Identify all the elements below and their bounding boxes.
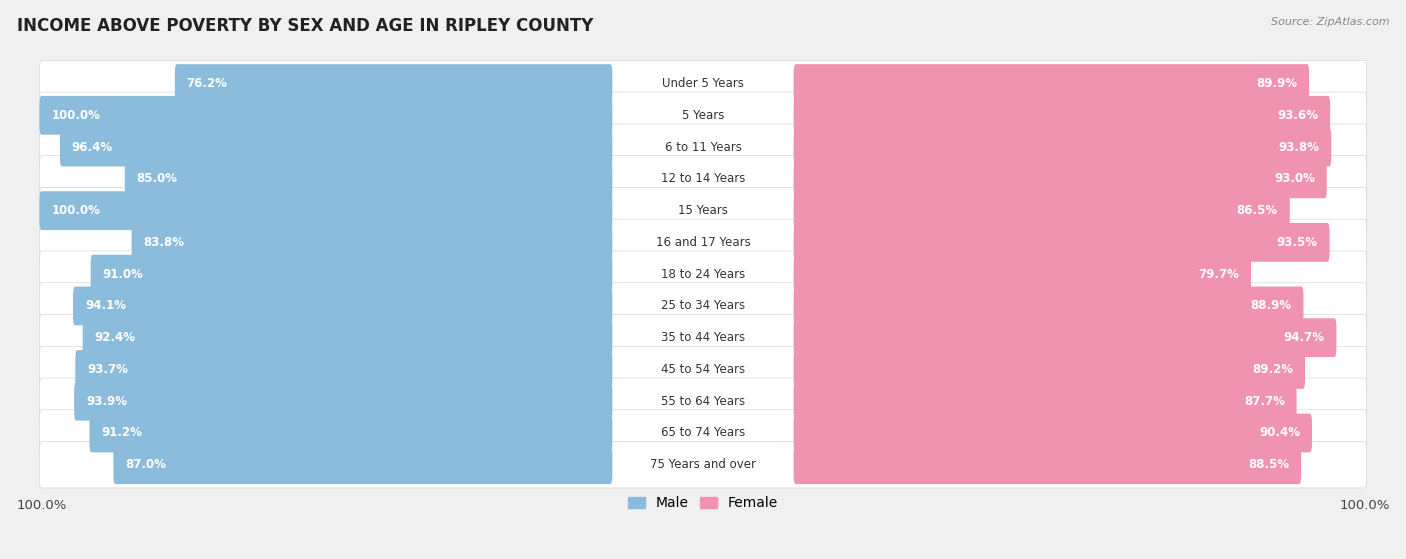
Text: Source: ZipAtlas.com: Source: ZipAtlas.com [1271, 17, 1389, 27]
FancyBboxPatch shape [793, 64, 1309, 103]
FancyBboxPatch shape [90, 255, 613, 293]
Text: 76.2%: 76.2% [187, 77, 228, 90]
FancyBboxPatch shape [76, 350, 613, 389]
FancyBboxPatch shape [39, 410, 1367, 456]
Text: 93.6%: 93.6% [1277, 109, 1319, 122]
Text: 96.4%: 96.4% [72, 140, 112, 154]
Text: 90.4%: 90.4% [1258, 427, 1301, 439]
FancyBboxPatch shape [174, 64, 613, 103]
Text: 89.9%: 89.9% [1256, 77, 1298, 90]
Text: 93.7%: 93.7% [87, 363, 128, 376]
Text: 86.5%: 86.5% [1237, 204, 1278, 217]
FancyBboxPatch shape [39, 60, 1367, 107]
Legend: Male, Female: Male, Female [623, 491, 783, 516]
FancyBboxPatch shape [39, 378, 1367, 424]
Text: 100.0%: 100.0% [52, 109, 100, 122]
FancyBboxPatch shape [83, 318, 613, 357]
Text: Under 5 Years: Under 5 Years [662, 77, 744, 90]
Text: 5 Years: 5 Years [682, 109, 724, 122]
Text: 93.9%: 93.9% [86, 395, 127, 408]
Text: 93.5%: 93.5% [1277, 236, 1317, 249]
Text: 88.9%: 88.9% [1250, 300, 1292, 312]
Text: 93.8%: 93.8% [1278, 140, 1319, 154]
Text: 12 to 14 Years: 12 to 14 Years [661, 172, 745, 186]
FancyBboxPatch shape [793, 255, 1251, 293]
Text: 6 to 11 Years: 6 to 11 Years [665, 140, 741, 154]
FancyBboxPatch shape [114, 446, 613, 484]
FancyBboxPatch shape [39, 219, 1367, 266]
Text: 65 to 74 Years: 65 to 74 Years [661, 427, 745, 439]
Text: 83.8%: 83.8% [143, 236, 184, 249]
FancyBboxPatch shape [793, 223, 1330, 262]
Text: 91.0%: 91.0% [103, 268, 143, 281]
FancyBboxPatch shape [132, 223, 613, 262]
FancyBboxPatch shape [39, 155, 1367, 202]
Text: 16 and 17 Years: 16 and 17 Years [655, 236, 751, 249]
FancyBboxPatch shape [39, 315, 1367, 361]
FancyBboxPatch shape [39, 191, 613, 230]
Text: 35 to 44 Years: 35 to 44 Years [661, 331, 745, 344]
Text: 87.0%: 87.0% [125, 458, 166, 471]
Text: 91.2%: 91.2% [101, 427, 142, 439]
FancyBboxPatch shape [793, 287, 1303, 325]
FancyBboxPatch shape [39, 124, 1367, 170]
Text: 18 to 24 Years: 18 to 24 Years [661, 268, 745, 281]
Text: 88.5%: 88.5% [1249, 458, 1289, 471]
FancyBboxPatch shape [39, 92, 1367, 139]
FancyBboxPatch shape [793, 350, 1305, 389]
FancyBboxPatch shape [90, 414, 613, 452]
Text: 79.7%: 79.7% [1198, 268, 1239, 281]
FancyBboxPatch shape [39, 251, 1367, 297]
Text: 45 to 54 Years: 45 to 54 Years [661, 363, 745, 376]
Text: 75 Years and over: 75 Years and over [650, 458, 756, 471]
Text: 93.0%: 93.0% [1274, 172, 1315, 186]
FancyBboxPatch shape [793, 446, 1301, 484]
FancyBboxPatch shape [125, 159, 613, 198]
FancyBboxPatch shape [793, 127, 1331, 167]
FancyBboxPatch shape [39, 283, 1367, 329]
FancyBboxPatch shape [793, 414, 1312, 452]
Text: 85.0%: 85.0% [136, 172, 177, 186]
Text: INCOME ABOVE POVERTY BY SEX AND AGE IN RIPLEY COUNTY: INCOME ABOVE POVERTY BY SEX AND AGE IN R… [17, 17, 593, 35]
Text: 92.4%: 92.4% [94, 331, 135, 344]
Text: 94.1%: 94.1% [84, 300, 127, 312]
Text: 25 to 34 Years: 25 to 34 Years [661, 300, 745, 312]
FancyBboxPatch shape [793, 96, 1330, 135]
Text: 55 to 64 Years: 55 to 64 Years [661, 395, 745, 408]
FancyBboxPatch shape [73, 287, 613, 325]
FancyBboxPatch shape [39, 346, 1367, 392]
FancyBboxPatch shape [60, 127, 613, 167]
FancyBboxPatch shape [793, 382, 1296, 420]
Text: 15 Years: 15 Years [678, 204, 728, 217]
FancyBboxPatch shape [39, 187, 1367, 234]
FancyBboxPatch shape [793, 159, 1327, 198]
Text: 100.0%: 100.0% [52, 204, 100, 217]
FancyBboxPatch shape [75, 382, 613, 420]
FancyBboxPatch shape [793, 191, 1289, 230]
FancyBboxPatch shape [39, 442, 1367, 488]
FancyBboxPatch shape [793, 318, 1337, 357]
FancyBboxPatch shape [39, 96, 613, 135]
Text: 89.2%: 89.2% [1253, 363, 1294, 376]
Text: 87.7%: 87.7% [1244, 395, 1285, 408]
Text: 94.7%: 94.7% [1284, 331, 1324, 344]
